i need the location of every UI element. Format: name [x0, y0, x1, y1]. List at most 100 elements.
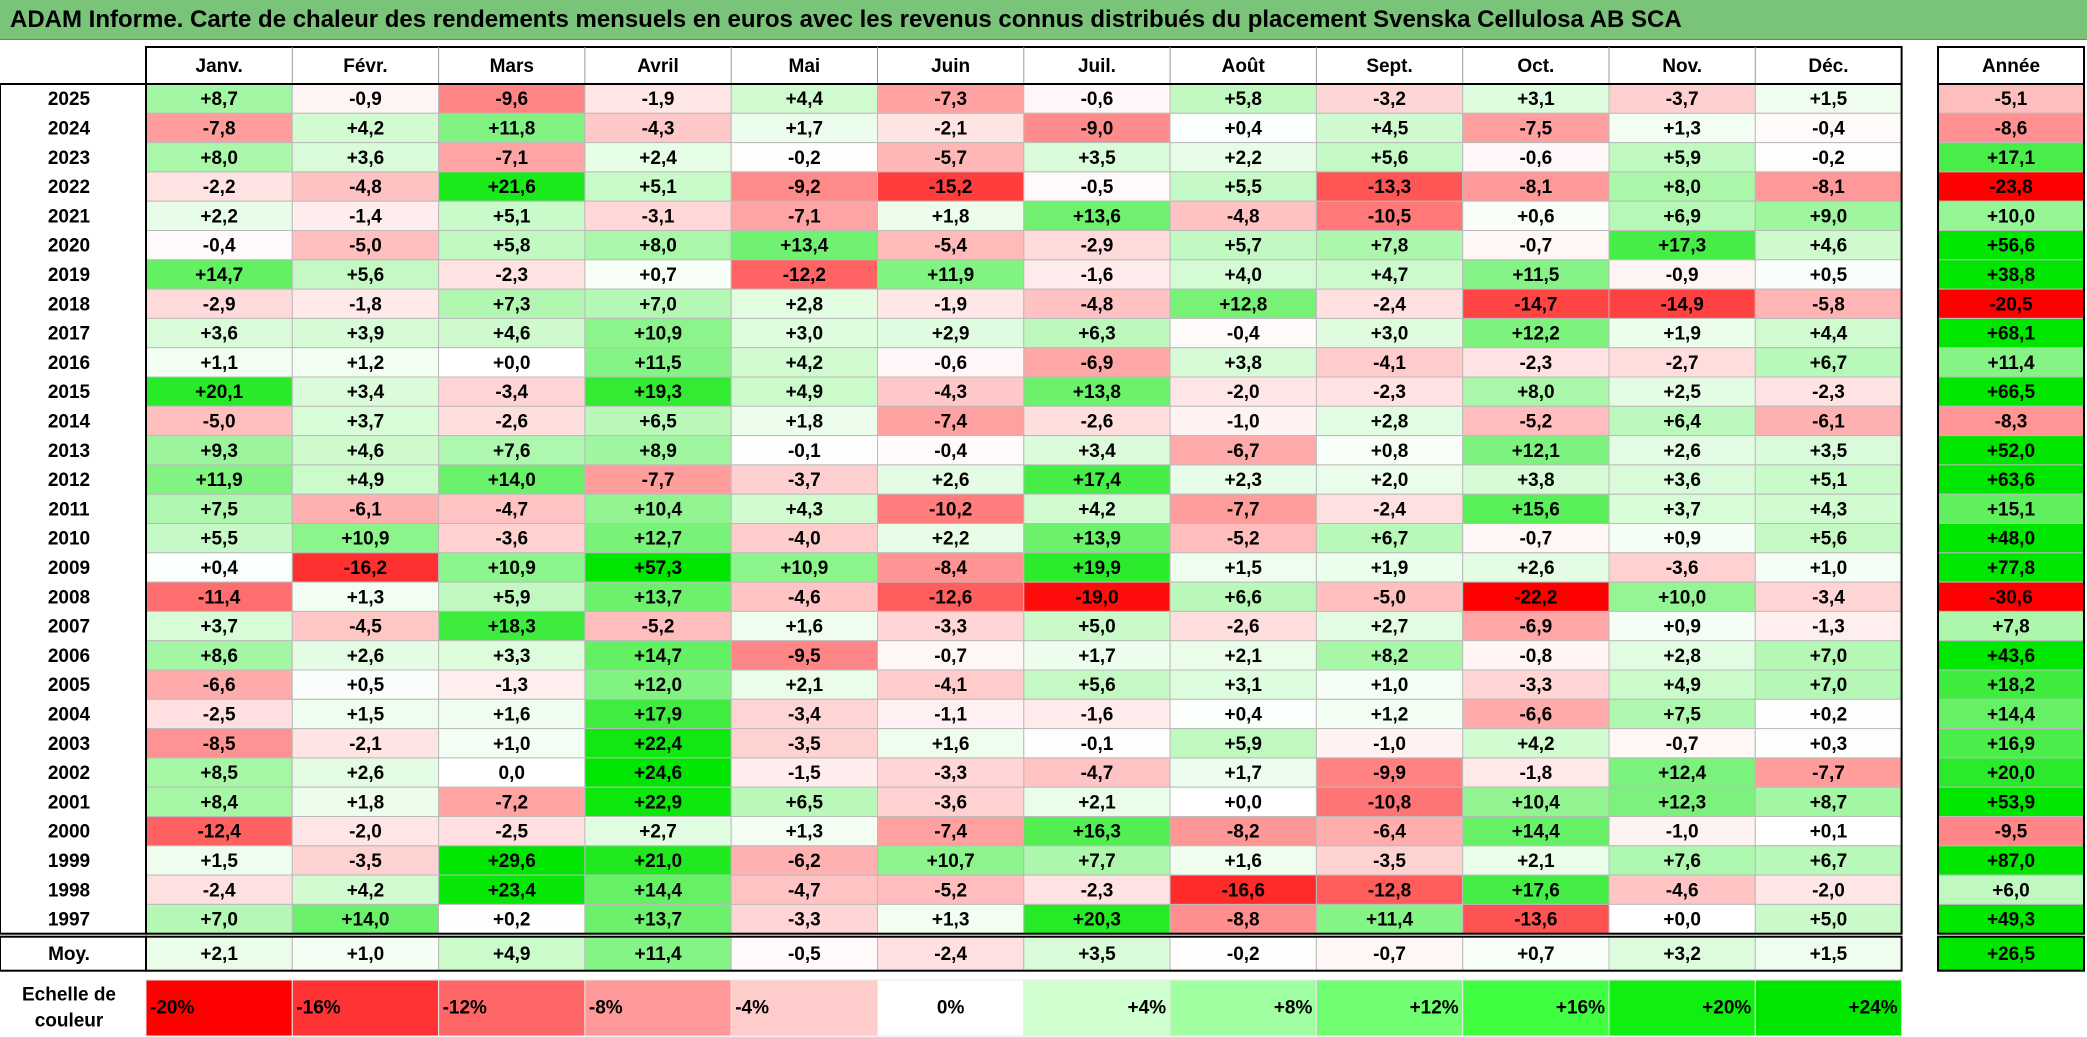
heatmap-cell	[1462, 435, 1610, 466]
heatmap-cell	[145, 435, 293, 466]
annual-value: +38,8	[1987, 265, 2035, 286]
cell-value: -3,7	[1666, 89, 1699, 110]
heatmap-cell	[1608, 845, 1756, 876]
heatmap-cell	[1315, 112, 1464, 144]
year-label-2012: 2012	[48, 470, 90, 491]
year-label-1997: 1997	[48, 910, 90, 931]
cell-value: -12,8	[1368, 880, 1411, 901]
annual-value: +53,9	[1987, 792, 2035, 813]
cell-value: -1,3	[1812, 617, 1845, 638]
heatmap-cell	[438, 816, 586, 847]
cell-value: +2,6	[1517, 558, 1555, 579]
month-header-9: Oct.	[1517, 56, 1554, 77]
cell-value: +12,4	[1658, 763, 1707, 784]
heatmap-cell	[438, 464, 586, 495]
heatmap-cell	[1608, 786, 1756, 818]
heatmap-cell	[1754, 728, 1903, 759]
heatmap-cell	[438, 288, 586, 319]
cell-value: -3,5	[1373, 851, 1406, 872]
cell-value: -1,5	[788, 763, 821, 784]
annual-frame	[1937, 83, 2085, 935]
cell-value: -9,9	[1373, 763, 1406, 784]
cell-value: +12,7	[634, 529, 682, 550]
color-scale-step-label: +16%	[1556, 998, 1605, 1019]
color-scale-swatch	[1315, 979, 1464, 1037]
heatmap-cell	[1169, 435, 1317, 466]
cell-value: +3,6	[347, 148, 385, 169]
heatmap-cell	[438, 259, 586, 290]
annual-value: +43,6	[1987, 646, 2035, 667]
heatmap-cell	[1169, 142, 1317, 173]
average-value: +1,0	[347, 944, 385, 965]
annual-value: -8,3	[1995, 411, 2028, 432]
cell-value: +7,5	[200, 499, 238, 520]
cell-value: +4,6	[347, 441, 385, 462]
cell-value: +6,4	[1663, 411, 1701, 432]
cell-value: -13,6	[1514, 910, 1557, 931]
heatmap-cell	[1315, 816, 1464, 847]
color-scale-step-label: -16%	[296, 998, 340, 1019]
cell-value: +1,7	[786, 118, 824, 139]
cell-value: +22,9	[634, 792, 682, 813]
heatmap-cell	[877, 171, 1025, 202]
cell-value: -14,9	[1660, 294, 1703, 315]
color-scale-step-label: -20%	[150, 998, 194, 1019]
cell-value: +2,1	[1517, 851, 1555, 872]
cell-value: +1,7	[1078, 646, 1116, 667]
heatmap-cell	[584, 728, 732, 759]
cell-value: +9,3	[200, 441, 238, 462]
heatmap-cell	[1315, 405, 1464, 437]
cell-value: -4,6	[788, 587, 821, 608]
heatmap-cell	[1023, 142, 1171, 173]
heatmap-cell	[1169, 728, 1317, 759]
cell-value: +5,8	[1224, 89, 1262, 110]
cell-value: -7,4	[934, 822, 967, 843]
cell-value: +3,1	[1224, 675, 1262, 696]
cell-value: +14,7	[195, 265, 243, 286]
cell-value: -2,0	[1812, 880, 1845, 901]
cell-value: -2,0	[349, 822, 382, 843]
cell-value: +4,3	[1810, 499, 1848, 520]
heatmap-cell	[1754, 376, 1903, 407]
cell-value: -5,4	[934, 236, 967, 257]
heatmap-cell	[145, 200, 293, 231]
cell-value: +2,2	[200, 206, 238, 227]
cell-value: +1,9	[1663, 324, 1701, 345]
heatmap-cell	[1023, 903, 1171, 935]
heatmap-cell	[584, 376, 732, 407]
annual-value: +66,5	[1987, 382, 2036, 403]
cell-value: -5,2	[934, 880, 967, 901]
annual-cell	[1937, 757, 2085, 788]
cell-value: -8,5	[203, 734, 236, 755]
annual-value: +56,6	[1987, 236, 2035, 257]
cell-value: -0,4	[203, 236, 236, 257]
cell-value: +8,0	[639, 236, 677, 257]
annual-value: +48,0	[1987, 529, 2035, 550]
heatmap-cell	[584, 669, 732, 700]
heatmap-cell	[145, 610, 293, 642]
cell-value: -0,7	[934, 646, 967, 667]
cell-value: +0,9	[1663, 617, 1701, 638]
cell-value: +2,8	[1371, 411, 1409, 432]
heatmap-cell	[730, 142, 879, 173]
cell-value: -7,5	[1519, 118, 1552, 139]
cell-value: +7,0	[200, 910, 238, 931]
heatmap-cell	[730, 347, 879, 378]
heatmap-cell	[1169, 171, 1317, 202]
cell-value: +7,3	[493, 294, 531, 315]
cell-value: -4,5	[349, 617, 382, 638]
cell-value: +8,6	[200, 646, 238, 667]
cell-value: +5,1	[1810, 470, 1848, 491]
heatmap-cell	[145, 112, 293, 144]
heatmap-cell	[1608, 523, 1756, 554]
cell-value: -6,6	[203, 675, 236, 696]
heatmap-cell	[1023, 171, 1171, 202]
cell-value: +9,0	[1810, 206, 1848, 227]
cell-value: +10,4	[1512, 792, 1561, 813]
heatmap-cell	[1608, 405, 1756, 437]
cell-value: -6,1	[349, 499, 382, 520]
cell-value: -5,8	[1812, 294, 1845, 315]
year-label-2016: 2016	[48, 353, 90, 374]
cell-value: +3,7	[1663, 499, 1701, 520]
annual-cell	[1937, 464, 2085, 495]
